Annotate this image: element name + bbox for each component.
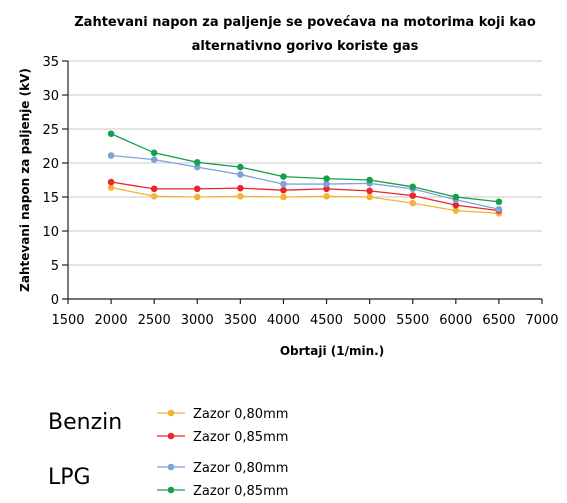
axes — [62, 60, 543, 304]
chart-title-line: alternativno gorivo koriste gas — [192, 39, 419, 54]
data-point — [280, 180, 287, 188]
data-point — [323, 185, 330, 193]
legend-item: Zazor 0,80mm — [157, 461, 288, 476]
legend-group-label: Benzin — [48, 410, 122, 435]
series-lpg-080 — [107, 152, 503, 213]
y-tick-label: 5 — [51, 259, 59, 274]
data-point — [150, 185, 158, 193]
data-point — [107, 184, 115, 191]
y-tick-label: 20 — [42, 157, 59, 172]
x-tick-label: 6000 — [439, 313, 472, 328]
y-tick-label: 10 — [42, 225, 59, 240]
y-tick-label: 30 — [42, 89, 59, 104]
x-tick-label: 3000 — [181, 313, 214, 328]
legend-swatch-marker — [167, 409, 175, 417]
x-tick-label: 6500 — [482, 313, 515, 328]
y-tick-label: 25 — [42, 123, 59, 138]
y-tick-label: 15 — [42, 191, 59, 206]
series-benzin-085 — [107, 178, 503, 214]
chart-title-line: Zahtevani napon za paljenje se povećava … — [74, 15, 536, 30]
x-axis-label: Obrtaji (1/min.) — [280, 344, 384, 358]
series-lpg-085 — [107, 130, 503, 206]
data-point — [150, 193, 158, 200]
x-tick-label: 5500 — [396, 313, 429, 328]
data-point — [280, 193, 287, 201]
x-tick-label: 4000 — [267, 313, 300, 328]
legend-swatch-marker — [167, 432, 175, 440]
data-point — [409, 192, 417, 199]
x-tick-label: 3500 — [224, 313, 257, 328]
y-axis-label: Zahtevani napon za paljenje (kV) — [18, 68, 32, 292]
data-point — [193, 185, 201, 193]
x-tick-label: 1500 — [51, 313, 84, 328]
axis-labels: Obrtaji (1/min.) Zahtevani napon za palje… — [18, 68, 384, 358]
legend-label: Zazor 0,80mm — [193, 407, 288, 422]
legend-group-label: LPG — [48, 465, 91, 490]
data-point — [280, 173, 287, 180]
data-point — [323, 193, 330, 200]
legend-swatch-marker — [167, 463, 175, 471]
y-tick-label: 0 — [51, 293, 59, 308]
data-point — [366, 193, 373, 201]
data-point — [366, 187, 373, 195]
legend-label: Zazor 0,80mm — [193, 461, 288, 476]
data-point — [495, 205, 503, 213]
legend-label: Zazor 0,85mm — [193, 430, 288, 445]
data-point — [495, 198, 503, 206]
data-point — [107, 178, 115, 186]
y-tick-label: 35 — [42, 55, 59, 70]
legend-swatch-marker — [167, 486, 175, 494]
series-line — [110, 186, 499, 214]
series-line — [110, 181, 499, 212]
data-point — [193, 163, 201, 171]
series-line — [111, 154, 500, 210]
data-point — [193, 159, 201, 166]
data-point — [193, 193, 201, 201]
data-point — [452, 201, 460, 209]
legend-item: Zazor 0,80mm — [157, 407, 288, 422]
series-group — [107, 130, 503, 217]
legend-item: Zazor 0,85mm — [157, 430, 288, 445]
data-point — [237, 193, 244, 200]
data-point — [237, 171, 244, 178]
data-point — [323, 180, 330, 188]
data-point — [237, 163, 244, 171]
data-point — [107, 130, 115, 138]
series-benzin-080 — [107, 184, 503, 217]
data-point — [409, 183, 417, 191]
data-point — [409, 199, 417, 207]
legend-group-benzin: Benzin Zazor 0,80mm Zazor 0,85mm — [48, 407, 288, 445]
data-point — [323, 175, 330, 182]
data-point — [237, 184, 244, 192]
legend: Benzin Zazor 0,80mm Zazor 0,85mm LPG Zazor 0… — [48, 407, 288, 499]
data-point — [107, 152, 115, 159]
legend-label: Zazor 0,85mm — [193, 484, 288, 499]
gridlines — [68, 60, 542, 266]
data-point — [280, 186, 287, 194]
tick-labels: 0 5 10 15 20 25 30 35 1500 2000 2500 3000 3500 4000 45… — [42, 55, 558, 328]
x-tick-label: 4500 — [310, 313, 343, 328]
data-point — [452, 207, 460, 214]
data-point — [150, 149, 158, 157]
series-line — [110, 133, 499, 203]
x-tick-label: 7000 — [525, 313, 558, 328]
legend-group-lpg: LPG Zazor 0,80mm Zazor 0,85mm — [48, 461, 288, 499]
x-tick-label: 5000 — [353, 313, 386, 328]
data-point — [150, 156, 158, 163]
data-point — [452, 193, 460, 201]
x-tick-label: 2500 — [138, 313, 171, 328]
data-point — [366, 176, 373, 184]
chart-title: Zahtevani napon za paljenje se povećava … — [74, 15, 536, 54]
legend-item: Zazor 0,85mm — [157, 484, 288, 499]
x-tick-label: 2000 — [95, 313, 128, 328]
